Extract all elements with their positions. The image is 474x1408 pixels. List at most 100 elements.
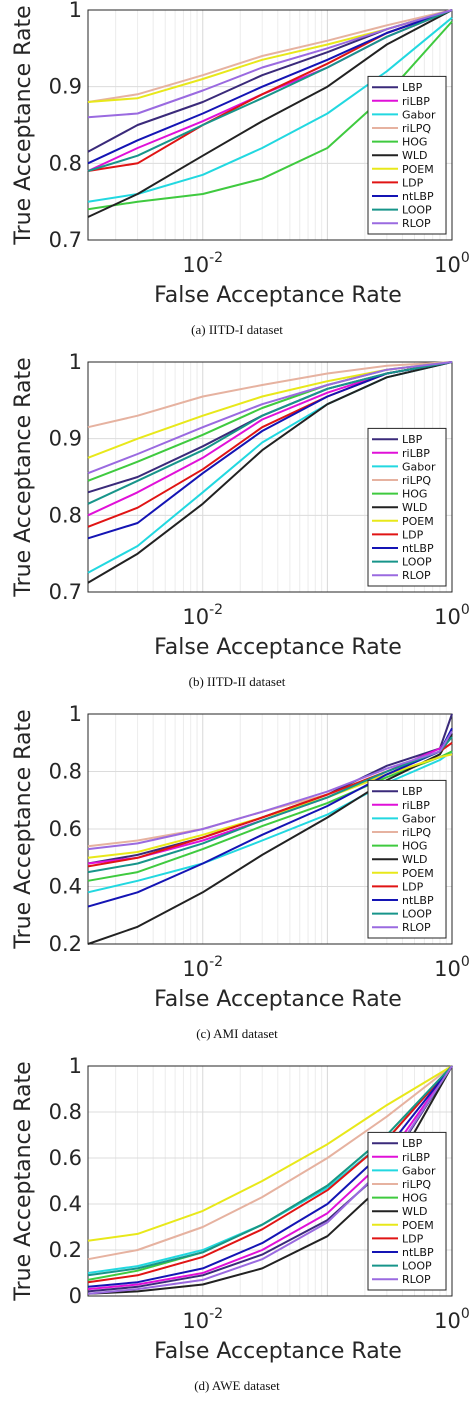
series-line-riLPQ (87, 361, 453, 429)
y-axis-label: True Acceptance Rate (11, 1061, 36, 1301)
axes-frame (87, 361, 453, 593)
legend: LBPriLBPGaborriLPQHOGWLDPOEMLDPntLBPLOOP… (367, 779, 447, 939)
y-tick-label: 0.8 (49, 151, 82, 175)
legend-label-riLPQ: riLPQ (402, 122, 431, 135)
roc-chart-iitd-2: 0.7 0.8 0.9 1 10-2 100 False Acceptance Rate Tr… (11, 352, 470, 660)
x-axis-label: False Acceptance Rate (154, 987, 402, 1012)
series-line-LOOP (87, 361, 453, 505)
y-tick-label: 0.9 (49, 75, 82, 99)
legend-label-HOG: HOG (402, 840, 427, 853)
y-axis-label: True Acceptance Rate (11, 5, 36, 245)
series-line-ntLBP (87, 9, 453, 165)
roc-chart-iitd-1: 0.7 0.8 0.9 1 10-2 100 False Acceptance Rate Tr… (11, 0, 470, 308)
legend-label-riLBP: riLBP (402, 1151, 430, 1164)
legend-label-LDP: LDP (402, 176, 424, 189)
x-tick-label: 10-2 (182, 602, 223, 629)
legend-label-ntLBP: ntLBP (402, 1246, 434, 1259)
legend-label-riLBP: riLBP (402, 447, 430, 460)
x-tick-label: 10-2 (182, 250, 223, 277)
y-axis-label: True Acceptance Rate (11, 709, 36, 949)
legend-label-ntLBP: ntLBP (402, 894, 434, 907)
legend: LBPriLBPGaborriLPQHOGWLDPOEMLDPntLBPLOOP… (367, 1131, 447, 1291)
legend-label-HOG: HOG (402, 488, 427, 501)
series-line-POEM (87, 753, 453, 859)
chart-panel-b: 0.7 0.8 0.9 1 10-2 100 False Acceptance Rate Tr… (0, 352, 474, 704)
y-tick-label: 0.6 (49, 817, 82, 841)
x-tick-label: 100 (434, 602, 470, 629)
chart-caption: (c) AMI dataset (196, 1026, 278, 1041)
legend-label-riLPQ: riLPQ (402, 1178, 431, 1191)
legend-label-WLD: WLD (402, 501, 427, 514)
legend-label-LOOP: LOOP (402, 908, 432, 921)
legend-label-riLBP: riLBP (402, 95, 430, 108)
series-line-POEM (87, 1065, 453, 1242)
y-tick-label: 0.9 (49, 427, 82, 451)
series-lines (87, 9, 453, 218)
y-tick-label: 1 (69, 352, 82, 374)
x-tick-label: 10-2 (182, 954, 223, 981)
legend: LBPriLBPGaborriLPQHOGWLDPOEMLDPntLBPLOOP… (367, 75, 447, 235)
legend-label-WLD: WLD (402, 149, 427, 162)
axes-frame (87, 9, 453, 241)
y-tick-label: 0.2 (49, 932, 82, 956)
y-tick-label: 1 (69, 0, 82, 22)
series-line-WLD (87, 361, 453, 584)
legend-label-LBP: LBP (402, 785, 423, 798)
x-axis-label: False Acceptance Rate (154, 1339, 402, 1364)
legend-label-HOG: HOG (402, 136, 427, 149)
x-tick-label: 100 (434, 1306, 470, 1333)
chart-caption: (a) IITD-I dataset (191, 322, 283, 337)
legend-label-LDP: LDP (402, 1232, 424, 1245)
legend-label-RLOP: RLOP (402, 1273, 431, 1286)
legend-label-ntLBP: ntLBP (402, 542, 434, 555)
legend-label-RLOP: RLOP (402, 921, 431, 934)
legend-label-riLPQ: riLPQ (402, 826, 431, 839)
legend-label-Gabor: Gabor (402, 1164, 436, 1177)
series-line-riLPQ (87, 1065, 453, 1261)
series-line-LOOP (87, 9, 453, 172)
y-tick-label: 0.7 (49, 580, 82, 604)
legend-label-WLD: WLD (402, 853, 427, 866)
y-tick-label: 0.6 (49, 1146, 82, 1170)
legend-label-WLD: WLD (402, 1205, 427, 1218)
series-line-riLPQ (87, 9, 453, 103)
chart-panel-d: 0 0.2 0.4 0.6 0.8 1 10-2 100 False Acceptance Ra… (0, 1056, 474, 1408)
roc-chart-awe: 0 0.2 0.4 0.6 0.8 1 10-2 100 False Acceptance Ra… (11, 1056, 470, 1364)
legend-box (367, 1131, 447, 1291)
series-line-WLD (87, 733, 453, 945)
series-line-RLOP (87, 361, 453, 475)
legend-label-Gabor: Gabor (402, 460, 436, 473)
x-tick-label: 100 (434, 954, 470, 981)
legend: LBPriLBPGaborriLPQHOGWLDPOEMLDPntLBPLOOP… (367, 427, 447, 587)
legend-label-POEM: POEM (402, 515, 434, 528)
legend-label-LOOP: LOOP (402, 1260, 432, 1273)
y-tick-label: 0.8 (49, 1100, 82, 1124)
legend-label-LBP: LBP (402, 433, 423, 446)
axes-frame (87, 713, 453, 945)
legend-label-HOG: HOG (402, 1192, 427, 1205)
series-lines (87, 713, 453, 945)
x-tick-label: 100 (434, 250, 470, 277)
chart-caption: (b) IITD-II dataset (188, 674, 286, 689)
y-tick-label: 1 (69, 704, 82, 726)
legend-label-ntLBP: ntLBP (402, 190, 434, 203)
chart-panel-c: 0.2 0.4 0.6 0.8 1 10-2 100 False Acceptance Rat… (0, 704, 474, 1056)
legend-label-Gabor: Gabor (402, 108, 436, 121)
legend-label-riLPQ: riLPQ (402, 474, 431, 487)
y-tick-label: 0.4 (49, 1192, 82, 1216)
legend-label-riLBP: riLBP (402, 799, 430, 812)
legend-label-LOOP: LOOP (402, 556, 432, 569)
legend-label-Gabor: Gabor (402, 812, 436, 825)
x-axis-label: False Acceptance Rate (154, 283, 402, 308)
legend-label-LBP: LBP (402, 1137, 423, 1150)
legend-label-POEM: POEM (402, 163, 434, 176)
series-line-WLD (87, 9, 453, 218)
legend-label-POEM: POEM (402, 867, 434, 880)
y-tick-label: 0.2 (49, 1238, 82, 1262)
series-line-Gabor (87, 750, 453, 894)
y-tick-label: 0.4 (49, 875, 82, 899)
series-line-RLOP (87, 730, 453, 851)
legend-label-LDP: LDP (402, 880, 424, 893)
y-tick-label: 0.7 (49, 228, 82, 252)
x-axis-label: False Acceptance Rate (154, 635, 402, 660)
